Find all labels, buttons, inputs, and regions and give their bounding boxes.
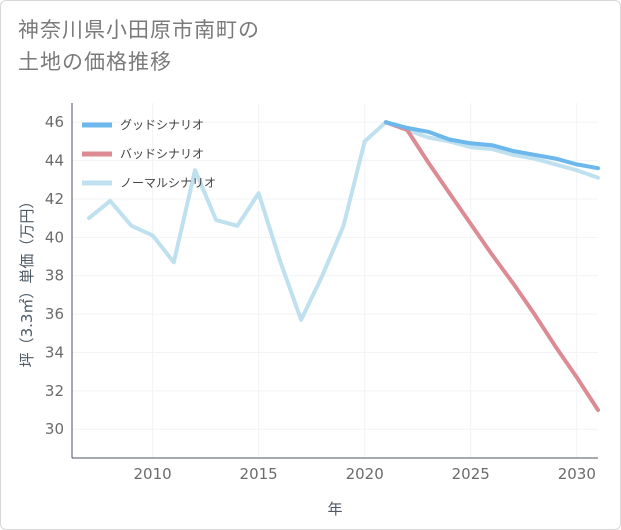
y-axis-label: 坪（3.3㎡）単価（万円） [18, 194, 36, 368]
y-tick-label: 44 [45, 152, 64, 170]
y-tick-label: 36 [45, 305, 64, 323]
series-line-normal [87, 120, 600, 322]
x-axis-label: 年 [327, 500, 342, 518]
x-tick-label: 2015 [240, 465, 278, 483]
x-tick-label: 2025 [452, 465, 490, 483]
chart-title: 神奈川県小田原市南町の 土地の価格推移 [18, 14, 260, 78]
x-tick-label: 2030 [558, 465, 596, 483]
legend-item-good[interactable]: グッドシナリオ [82, 118, 204, 132]
y-tick-label: 42 [45, 190, 64, 208]
chart-title-line2: 土地の価格推移 [18, 50, 172, 74]
series-line-bad [383, 120, 600, 412]
legend-label-normal: ノーマルシナリオ [120, 176, 216, 190]
y-tick-label: 40 [45, 228, 64, 246]
legend-item-bad[interactable]: バッドシナリオ [82, 147, 204, 161]
gridlines [72, 103, 598, 458]
y-tick-label: 38 [45, 267, 64, 285]
y-tick-label: 30 [45, 420, 64, 438]
tick-labels: 30 32 34 36 38 40 42 44 46 2010 2015 2020 2025 2030 [45, 113, 596, 483]
series-line-good [383, 120, 600, 171]
y-tick-label: 46 [45, 113, 64, 131]
x-tick-label: 2020 [346, 465, 384, 483]
y-tick-label: 32 [45, 382, 64, 400]
y-tick-label: 34 [45, 343, 64, 361]
legend-item-normal[interactable]: ノーマルシナリオ [82, 176, 216, 190]
chart-title-line1: 神奈川県小田原市南町の [18, 18, 260, 42]
legend-label-good: グッドシナリオ [120, 118, 204, 132]
legend-label-bad: バッドシナリオ [120, 147, 204, 161]
axes [71, 103, 598, 459]
series-lines [87, 120, 600, 412]
x-tick-label: 2010 [134, 465, 172, 483]
